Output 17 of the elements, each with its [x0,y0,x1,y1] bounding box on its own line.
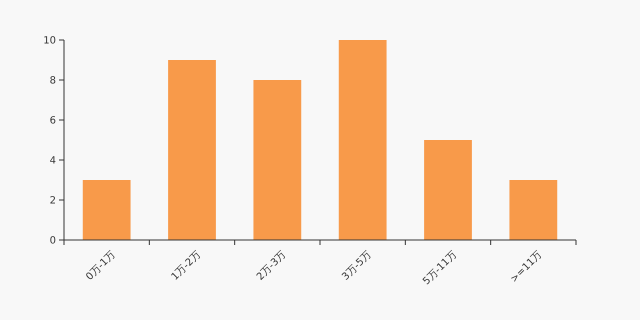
bar [509,180,558,240]
x-tick-label: 5万-11万 [421,249,460,288]
bar [82,180,131,240]
y-tick-label: 10 [43,36,56,46]
y-tick-label: 8 [50,76,56,86]
y-tick-label: 2 [50,196,56,206]
bar [253,80,302,240]
y-tick-label: 6 [50,116,56,126]
y-tick-label: 4 [50,156,56,166]
bar [168,60,216,240]
bar [424,140,472,240]
x-tick-label: 2万-3万 [254,249,288,283]
x-tick-label: 3万-5万 [340,249,374,283]
x-tick-label: 0万-1万 [84,249,118,283]
y-tick-label: 0 [50,236,56,246]
bar [338,40,387,240]
x-tick-label: 1万-2万 [170,249,204,283]
